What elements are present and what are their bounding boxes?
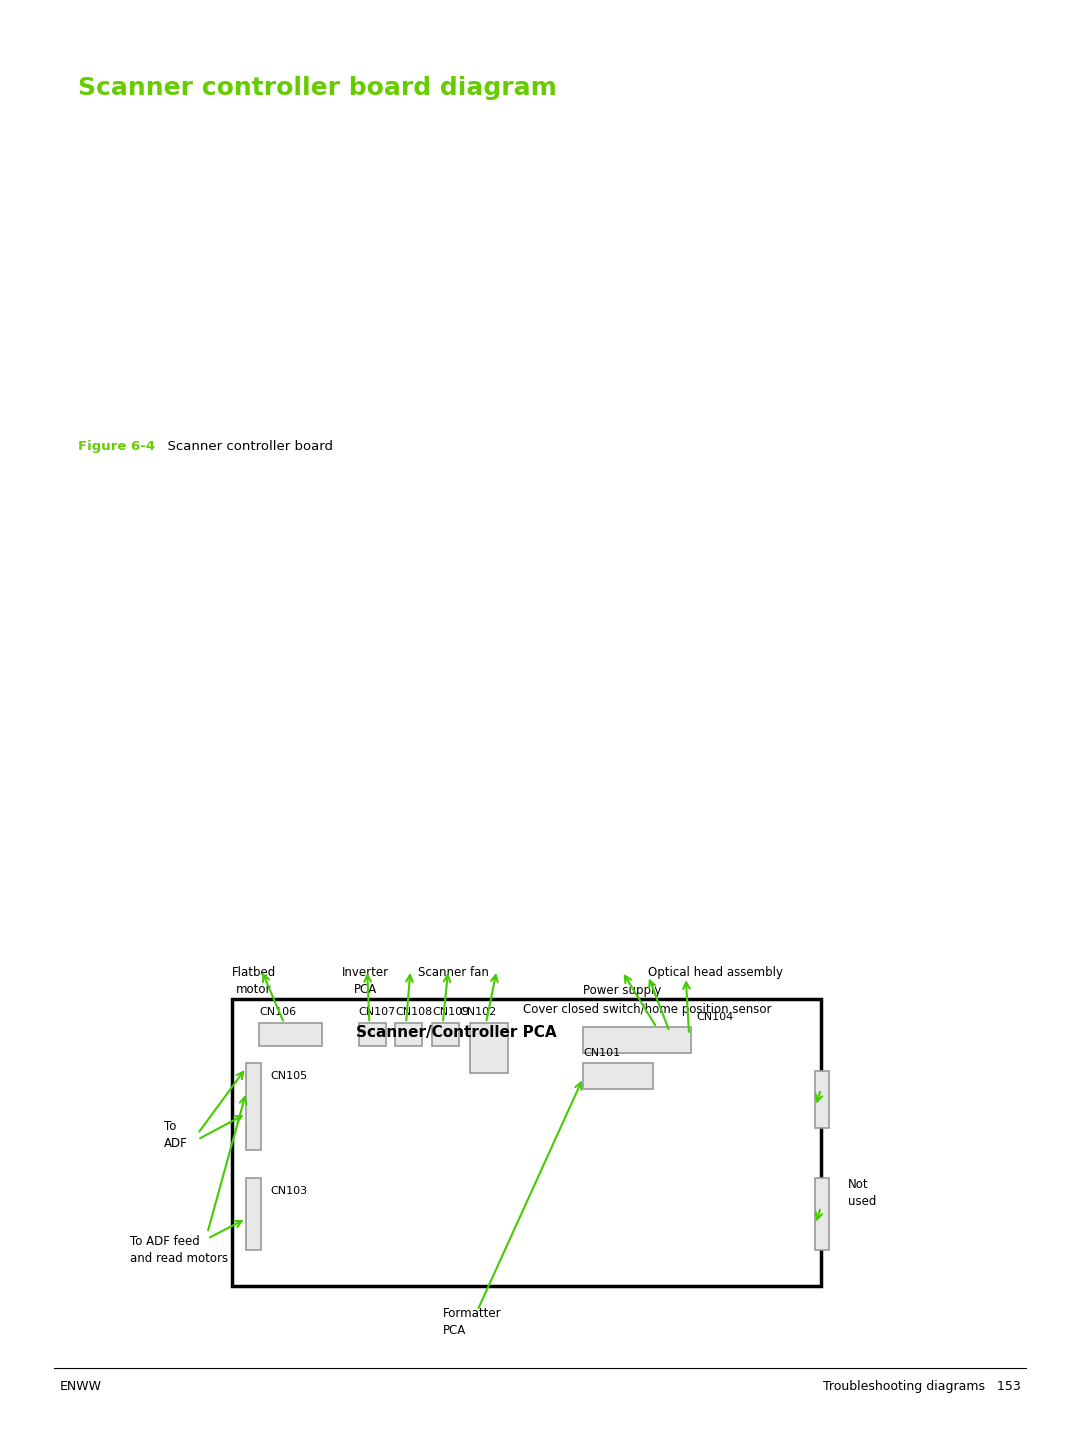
Bar <box>815 1178 829 1250</box>
Text: CN105: CN105 <box>270 1071 307 1081</box>
Text: ENWW: ENWW <box>59 1380 102 1392</box>
Text: Scanner controller board diagram: Scanner controller board diagram <box>78 76 556 101</box>
Text: To ADF feed
and read motors: To ADF feed and read motors <box>130 1236 228 1265</box>
Text: Power supply: Power supply <box>583 984 662 997</box>
Bar <box>395 1023 422 1046</box>
Text: CN103: CN103 <box>270 1186 307 1196</box>
Bar <box>359 1023 386 1046</box>
Bar <box>815 1071 829 1128</box>
Bar <box>470 1023 508 1073</box>
Text: CN104: CN104 <box>697 1012 733 1022</box>
Bar <box>232 999 821 1286</box>
Text: Scanner fan: Scanner fan <box>418 966 489 979</box>
Text: Troubleshooting diagrams   153: Troubleshooting diagrams 153 <box>823 1380 1021 1392</box>
Bar <box>259 1023 322 1046</box>
Text: CN101: CN101 <box>583 1048 620 1058</box>
Text: Scanner controller board: Scanner controller board <box>159 440 333 453</box>
Bar <box>583 1063 653 1089</box>
Text: Figure 6-4: Figure 6-4 <box>78 440 154 453</box>
Text: Flatbed
motor: Flatbed motor <box>232 966 275 996</box>
Text: CN109: CN109 <box>432 1007 469 1017</box>
Text: Formatter
PCA: Formatter PCA <box>443 1308 501 1336</box>
Text: CN107: CN107 <box>359 1007 395 1017</box>
Bar <box>246 1178 261 1250</box>
Bar <box>246 1063 261 1150</box>
Text: Scanner/Controller PCA: Scanner/Controller PCA <box>355 1025 556 1039</box>
Text: Cover closed switch/home position sensor: Cover closed switch/home position sensor <box>523 1003 771 1016</box>
Text: Not
used: Not used <box>848 1178 876 1207</box>
Text: CN108: CN108 <box>395 1007 432 1017</box>
Bar <box>432 1023 459 1046</box>
Text: To
ADF: To ADF <box>164 1121 188 1150</box>
Text: Optical head assembly: Optical head assembly <box>648 966 783 979</box>
Text: CN106: CN106 <box>259 1007 296 1017</box>
Bar <box>583 1027 691 1053</box>
Text: CN102: CN102 <box>459 1007 496 1017</box>
Text: Inverter
PCA: Inverter PCA <box>341 966 389 996</box>
